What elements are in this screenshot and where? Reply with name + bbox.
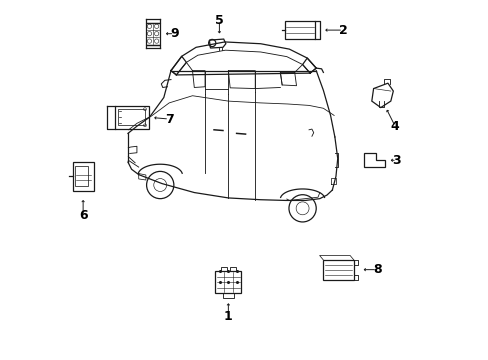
Bar (285, 21, 315, 40)
Text: 9: 9 (170, 27, 179, 40)
Bar (145, 23, 160, 45)
Text: 6: 6 (79, 210, 87, 222)
Text: 2: 2 (338, 24, 347, 37)
Text: 4: 4 (390, 120, 399, 133)
Bar (323, 260, 353, 279)
Text: 1: 1 (224, 310, 232, 323)
Text: 5: 5 (215, 14, 224, 27)
Text: 8: 8 (372, 263, 381, 276)
Bar (215, 271, 241, 293)
Bar (221, 267, 226, 271)
Text: 7: 7 (164, 113, 173, 126)
Bar (118, 109, 144, 125)
Text: 3: 3 (392, 154, 400, 167)
Bar (223, 293, 233, 298)
Bar (73, 162, 93, 191)
Bar (114, 105, 148, 129)
Bar (75, 166, 88, 186)
Bar (229, 267, 235, 271)
